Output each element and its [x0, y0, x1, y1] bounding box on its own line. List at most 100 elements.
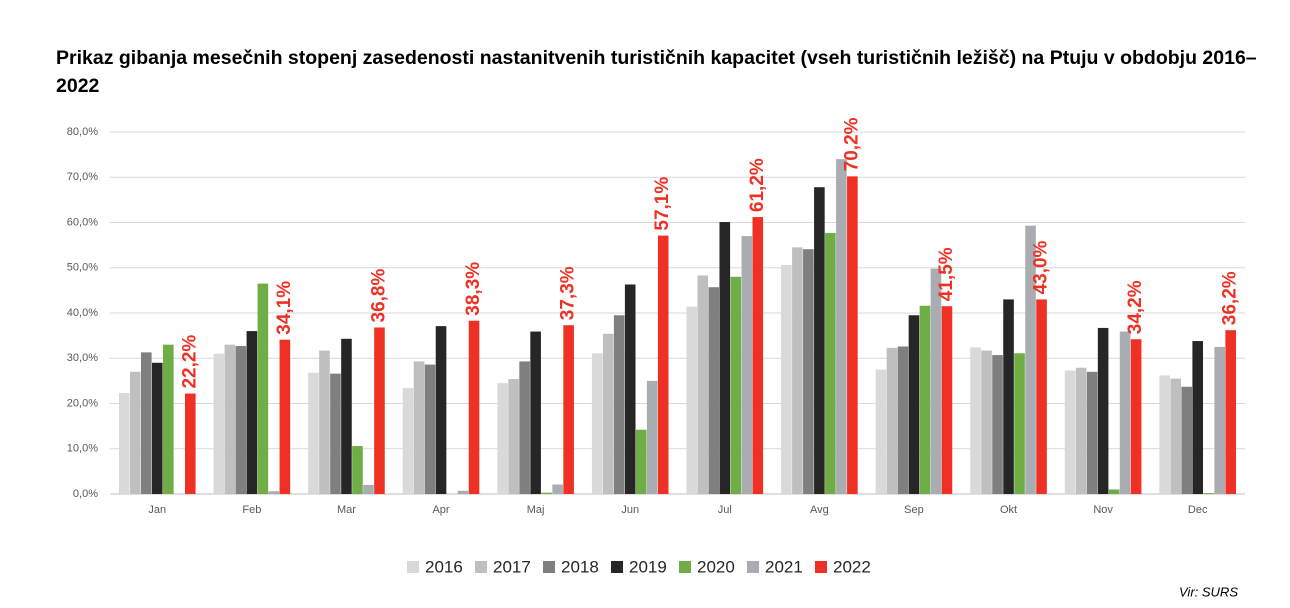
bar — [129, 371, 141, 494]
bar — [563, 325, 574, 494]
x-tick-label: Okt — [1000, 504, 1017, 516]
bar — [930, 268, 942, 494]
y-tick-label: 80,0% — [67, 126, 98, 138]
bar — [402, 388, 414, 494]
bar — [140, 352, 152, 494]
legend-label: 2018 — [561, 557, 599, 576]
bar — [836, 159, 847, 494]
y-tick-label: 60,0% — [67, 216, 98, 228]
legend-label: 2017 — [493, 557, 531, 576]
x-tick-label: Apr — [432, 504, 449, 516]
bar — [184, 393, 196, 494]
y-tick-label: 10,0% — [67, 443, 98, 455]
x-tick-label: Jan — [148, 504, 166, 516]
bar — [741, 236, 753, 494]
legend-label: 2016 — [425, 557, 463, 576]
bar — [162, 344, 174, 494]
bar — [602, 333, 614, 494]
bar — [508, 379, 519, 494]
bar — [1097, 327, 1109, 494]
bar — [897, 346, 909, 494]
bar — [992, 355, 1003, 494]
x-tick-label: Nov — [1093, 504, 1113, 516]
bar — [530, 331, 541, 494]
bar — [330, 373, 341, 494]
data-label: 61,2% — [747, 158, 768, 212]
bar — [519, 361, 530, 494]
x-tick-label: Dec — [1188, 504, 1208, 516]
y-tick-label: 0,0% — [73, 488, 98, 500]
bar — [697, 275, 709, 494]
bar — [279, 339, 291, 494]
bar — [341, 338, 352, 494]
legend-label: 2022 — [833, 557, 871, 576]
y-tick-label: 30,0% — [67, 352, 98, 364]
legend-swatch — [815, 561, 827, 573]
bar — [781, 265, 792, 494]
bar — [613, 315, 625, 494]
bar — [457, 490, 469, 494]
bar — [803, 249, 814, 494]
bar — [246, 331, 258, 494]
x-tick-label: Mar — [337, 504, 356, 516]
data-label: 43,0% — [1031, 240, 1052, 294]
bar — [1214, 346, 1226, 494]
bar — [1075, 367, 1087, 494]
bar — [151, 362, 163, 494]
bar — [1130, 339, 1142, 494]
bar — [1086, 371, 1098, 494]
bar — [268, 491, 280, 494]
y-tick-label: 20,0% — [67, 397, 98, 409]
bar — [708, 287, 720, 494]
bar — [1159, 375, 1171, 494]
bar — [224, 344, 236, 494]
bar — [541, 492, 552, 494]
bar — [886, 347, 898, 494]
bar — [635, 429, 647, 494]
bar — [1025, 225, 1036, 495]
x-tick-label: Sep — [904, 504, 924, 516]
x-tick-label: Maj — [527, 504, 545, 516]
chart-title: Prikaz gibanja mesečnih stopenj zasedeno… — [56, 47, 1257, 97]
legend-swatch — [747, 561, 759, 573]
data-label: 36,2% — [1220, 271, 1241, 325]
bar — [941, 306, 953, 494]
bar — [814, 187, 825, 494]
x-tick-label: Jul — [718, 504, 732, 516]
bar — [719, 222, 731, 495]
legend-swatch — [543, 561, 555, 573]
source: Vir: SURS — [1179, 584, 1238, 599]
data-label: 70,2% — [841, 117, 862, 171]
bar — [591, 353, 603, 494]
bar — [686, 306, 698, 494]
bar — [919, 305, 931, 494]
bar — [981, 350, 992, 494]
bar — [424, 364, 436, 494]
bar — [908, 315, 920, 494]
bar — [1225, 330, 1237, 494]
bar — [213, 353, 225, 494]
bar — [374, 327, 385, 494]
bar — [363, 484, 374, 494]
bar — [1181, 386, 1193, 494]
bar — [1108, 489, 1120, 494]
legend-swatch — [475, 561, 487, 573]
bar — [1119, 331, 1131, 494]
bar — [970, 347, 981, 494]
y-tick-label: 70,0% — [67, 171, 98, 183]
data-label: 57,1% — [652, 177, 673, 231]
bar — [752, 217, 764, 494]
bar — [352, 446, 363, 494]
data-label: 36,8% — [368, 269, 389, 323]
data-label: 34,2% — [1125, 280, 1146, 334]
legend-swatch — [611, 561, 623, 573]
bar — [308, 372, 319, 494]
bar — [468, 320, 480, 494]
bar — [1203, 493, 1215, 494]
bar — [730, 276, 742, 494]
bar — [118, 393, 130, 494]
data-label: 22,2% — [179, 335, 200, 389]
legend-label: 2020 — [697, 557, 735, 576]
bar — [875, 369, 887, 494]
